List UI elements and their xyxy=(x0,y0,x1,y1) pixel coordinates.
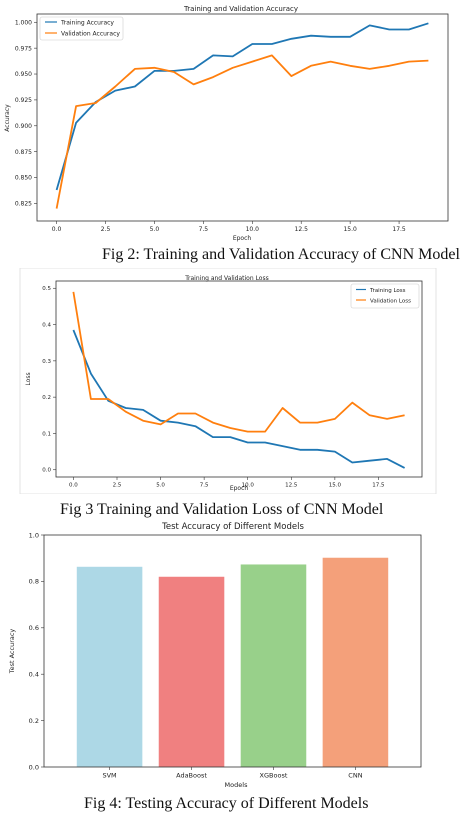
x-tick-label: 5.0 xyxy=(150,226,160,233)
x-tick-label: 7.5 xyxy=(199,226,209,233)
y-tick-label: 0.4 xyxy=(29,670,39,678)
y-tick-label: 0.2 xyxy=(42,395,51,401)
x-tick-label: AdaBoost xyxy=(176,772,207,780)
x-tick-label: 12.5 xyxy=(295,226,309,233)
y-tick-label: 0.8 xyxy=(29,578,39,586)
series-line xyxy=(55,22,429,191)
y-tick-label: 0.850 xyxy=(15,175,32,182)
legend-label: Training Loss xyxy=(369,288,406,294)
legend: Training Accuracy Validation Accuracy xyxy=(39,16,124,41)
plot-frame xyxy=(36,13,449,222)
y-axis-label: Test Accuracy xyxy=(8,629,16,675)
plot-frame xyxy=(43,534,422,768)
x-axis-label: Models xyxy=(225,781,249,789)
x-tick-label: 5.0 xyxy=(156,483,165,489)
plot-frame xyxy=(55,280,423,478)
y-tick-label: 0.925 xyxy=(15,97,32,104)
chart-title: Test Accuracy of Different Models xyxy=(161,522,304,532)
y-tick-label: 1.000 xyxy=(15,19,32,26)
y-tick-label: 0.3 xyxy=(42,359,51,365)
x-tick-label: CNN xyxy=(348,772,362,780)
x-tick-label: 0.0 xyxy=(52,226,62,233)
x-tick-label: SVM xyxy=(102,772,116,780)
x-tick-label: 10.0 xyxy=(242,483,255,489)
test-accuracy-bar-chart: Test Accuracy of Different Models 0.0 0.2… xyxy=(8,522,422,789)
x-tick-label: 12.5 xyxy=(285,483,298,489)
y-tick-label: 0.900 xyxy=(15,123,32,130)
chart-title: Training and Validation Loss xyxy=(184,275,268,282)
y-tick-label: 0.2 xyxy=(29,717,39,725)
accuracy-chart: Training and Validation Accuracy 0.0 2.5 5… xyxy=(4,5,449,242)
bar-svm xyxy=(76,566,143,767)
y-tick-label: 0.875 xyxy=(15,149,32,156)
bar-adaboost xyxy=(158,576,225,767)
y-axis-label: Accuracy xyxy=(4,104,11,132)
y-tick-label: 0.825 xyxy=(15,201,32,208)
figure-caption: Fig 4: Testing Accuracy of Different Mod… xyxy=(84,795,369,812)
x-tick-label: 17.5 xyxy=(372,483,385,489)
series-line xyxy=(72,291,405,433)
bar-cnn xyxy=(322,557,389,767)
y-tick-label: 0.0 xyxy=(42,468,51,474)
series-line xyxy=(72,329,406,469)
y-axis-label: Loss xyxy=(25,372,32,385)
y-tick-label: 0.950 xyxy=(15,71,32,78)
x-axis-label: Epoch xyxy=(233,235,252,242)
legend: Training Loss Validation Loss xyxy=(350,283,420,309)
x-tick-label: 15.0 xyxy=(343,226,357,233)
legend-label: Validation Loss xyxy=(370,299,411,305)
y-tick-label: 0.0 xyxy=(29,763,39,771)
x-tick-label: 10.0 xyxy=(246,226,260,233)
y-tick-label: 0.5 xyxy=(42,286,51,292)
x-tick-label: 7.5 xyxy=(200,483,209,489)
x-tick-label: 0.0 xyxy=(69,483,78,489)
chart-title: Training and Validation Accuracy xyxy=(183,5,298,13)
x-tick-label: 2.5 xyxy=(113,483,122,489)
loss-chart: Training and Validation Loss 0.0 2.5 5.0 7.… xyxy=(19,268,437,494)
y-tick-label: 1.0 xyxy=(29,531,39,539)
x-tick-label: 2.5 xyxy=(101,226,111,233)
y-tick-label: 0.975 xyxy=(15,45,32,52)
figure-caption: Fig 2: Training and Validation Accuracy … xyxy=(102,246,460,263)
y-tick-label: 0.6 xyxy=(29,624,39,632)
y-tick-label: 0.4 xyxy=(42,322,51,328)
legend-label: Training Accuracy xyxy=(60,20,114,27)
x-tick-label: 15.0 xyxy=(329,483,342,489)
y-tick-label: 0.1 xyxy=(42,431,51,437)
bar-xgboost xyxy=(240,564,307,767)
figure-caption: Fig 3 Training and Validation Loss of CN… xyxy=(60,501,384,518)
x-tick-label: 17.5 xyxy=(392,226,406,233)
legend-label: Validation Accuracy xyxy=(61,31,120,38)
series-line xyxy=(55,54,429,209)
x-tick-label: XGBoost xyxy=(260,772,288,780)
x-axis-label: Epoch xyxy=(230,485,249,492)
